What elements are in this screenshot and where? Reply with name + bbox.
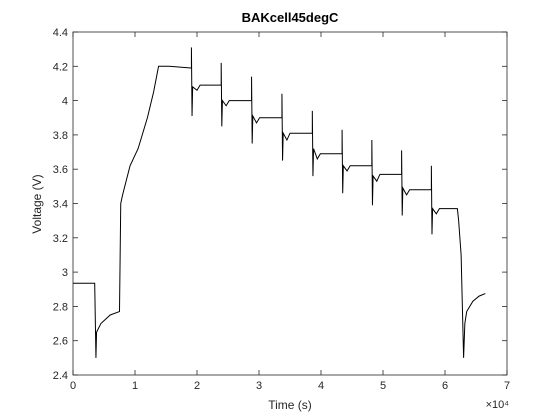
- y-tick-label: 3: [62, 267, 68, 279]
- chart-title: BAKcell45degC: [242, 10, 339, 25]
- x-tick-label: 1: [132, 380, 138, 392]
- y-tick-label: 3.2: [53, 233, 68, 245]
- x-tick-label: 3: [256, 380, 262, 392]
- x-tick-label: 7: [504, 380, 510, 392]
- y-tick-label: 2.8: [53, 301, 68, 313]
- y-tick-label: 2.4: [53, 370, 68, 382]
- y-tick-label: 2.6: [53, 336, 68, 348]
- y-tick-label: 3.8: [53, 130, 68, 142]
- voltage-line: [73, 47, 486, 358]
- x-tick-label: 4: [318, 380, 324, 392]
- x-axis-label: Time (s): [268, 398, 312, 412]
- x-tick-label: 2: [194, 380, 200, 392]
- y-tick-label: 4.4: [53, 27, 68, 39]
- plot-area: [72, 31, 508, 376]
- x-tick-label: 5: [380, 380, 386, 392]
- y-axis-label: Voltage (V): [30, 174, 44, 233]
- y-tick-label: 4: [62, 96, 68, 108]
- y-tick-label: 3.6: [53, 164, 68, 176]
- x-tick-label: 0: [70, 380, 76, 392]
- y-tick-label: 4.2: [53, 61, 68, 73]
- x-multiplier: ×10⁴: [486, 399, 510, 411]
- y-tick-label: 3.4: [53, 199, 68, 211]
- x-tick-label: 6: [442, 380, 448, 392]
